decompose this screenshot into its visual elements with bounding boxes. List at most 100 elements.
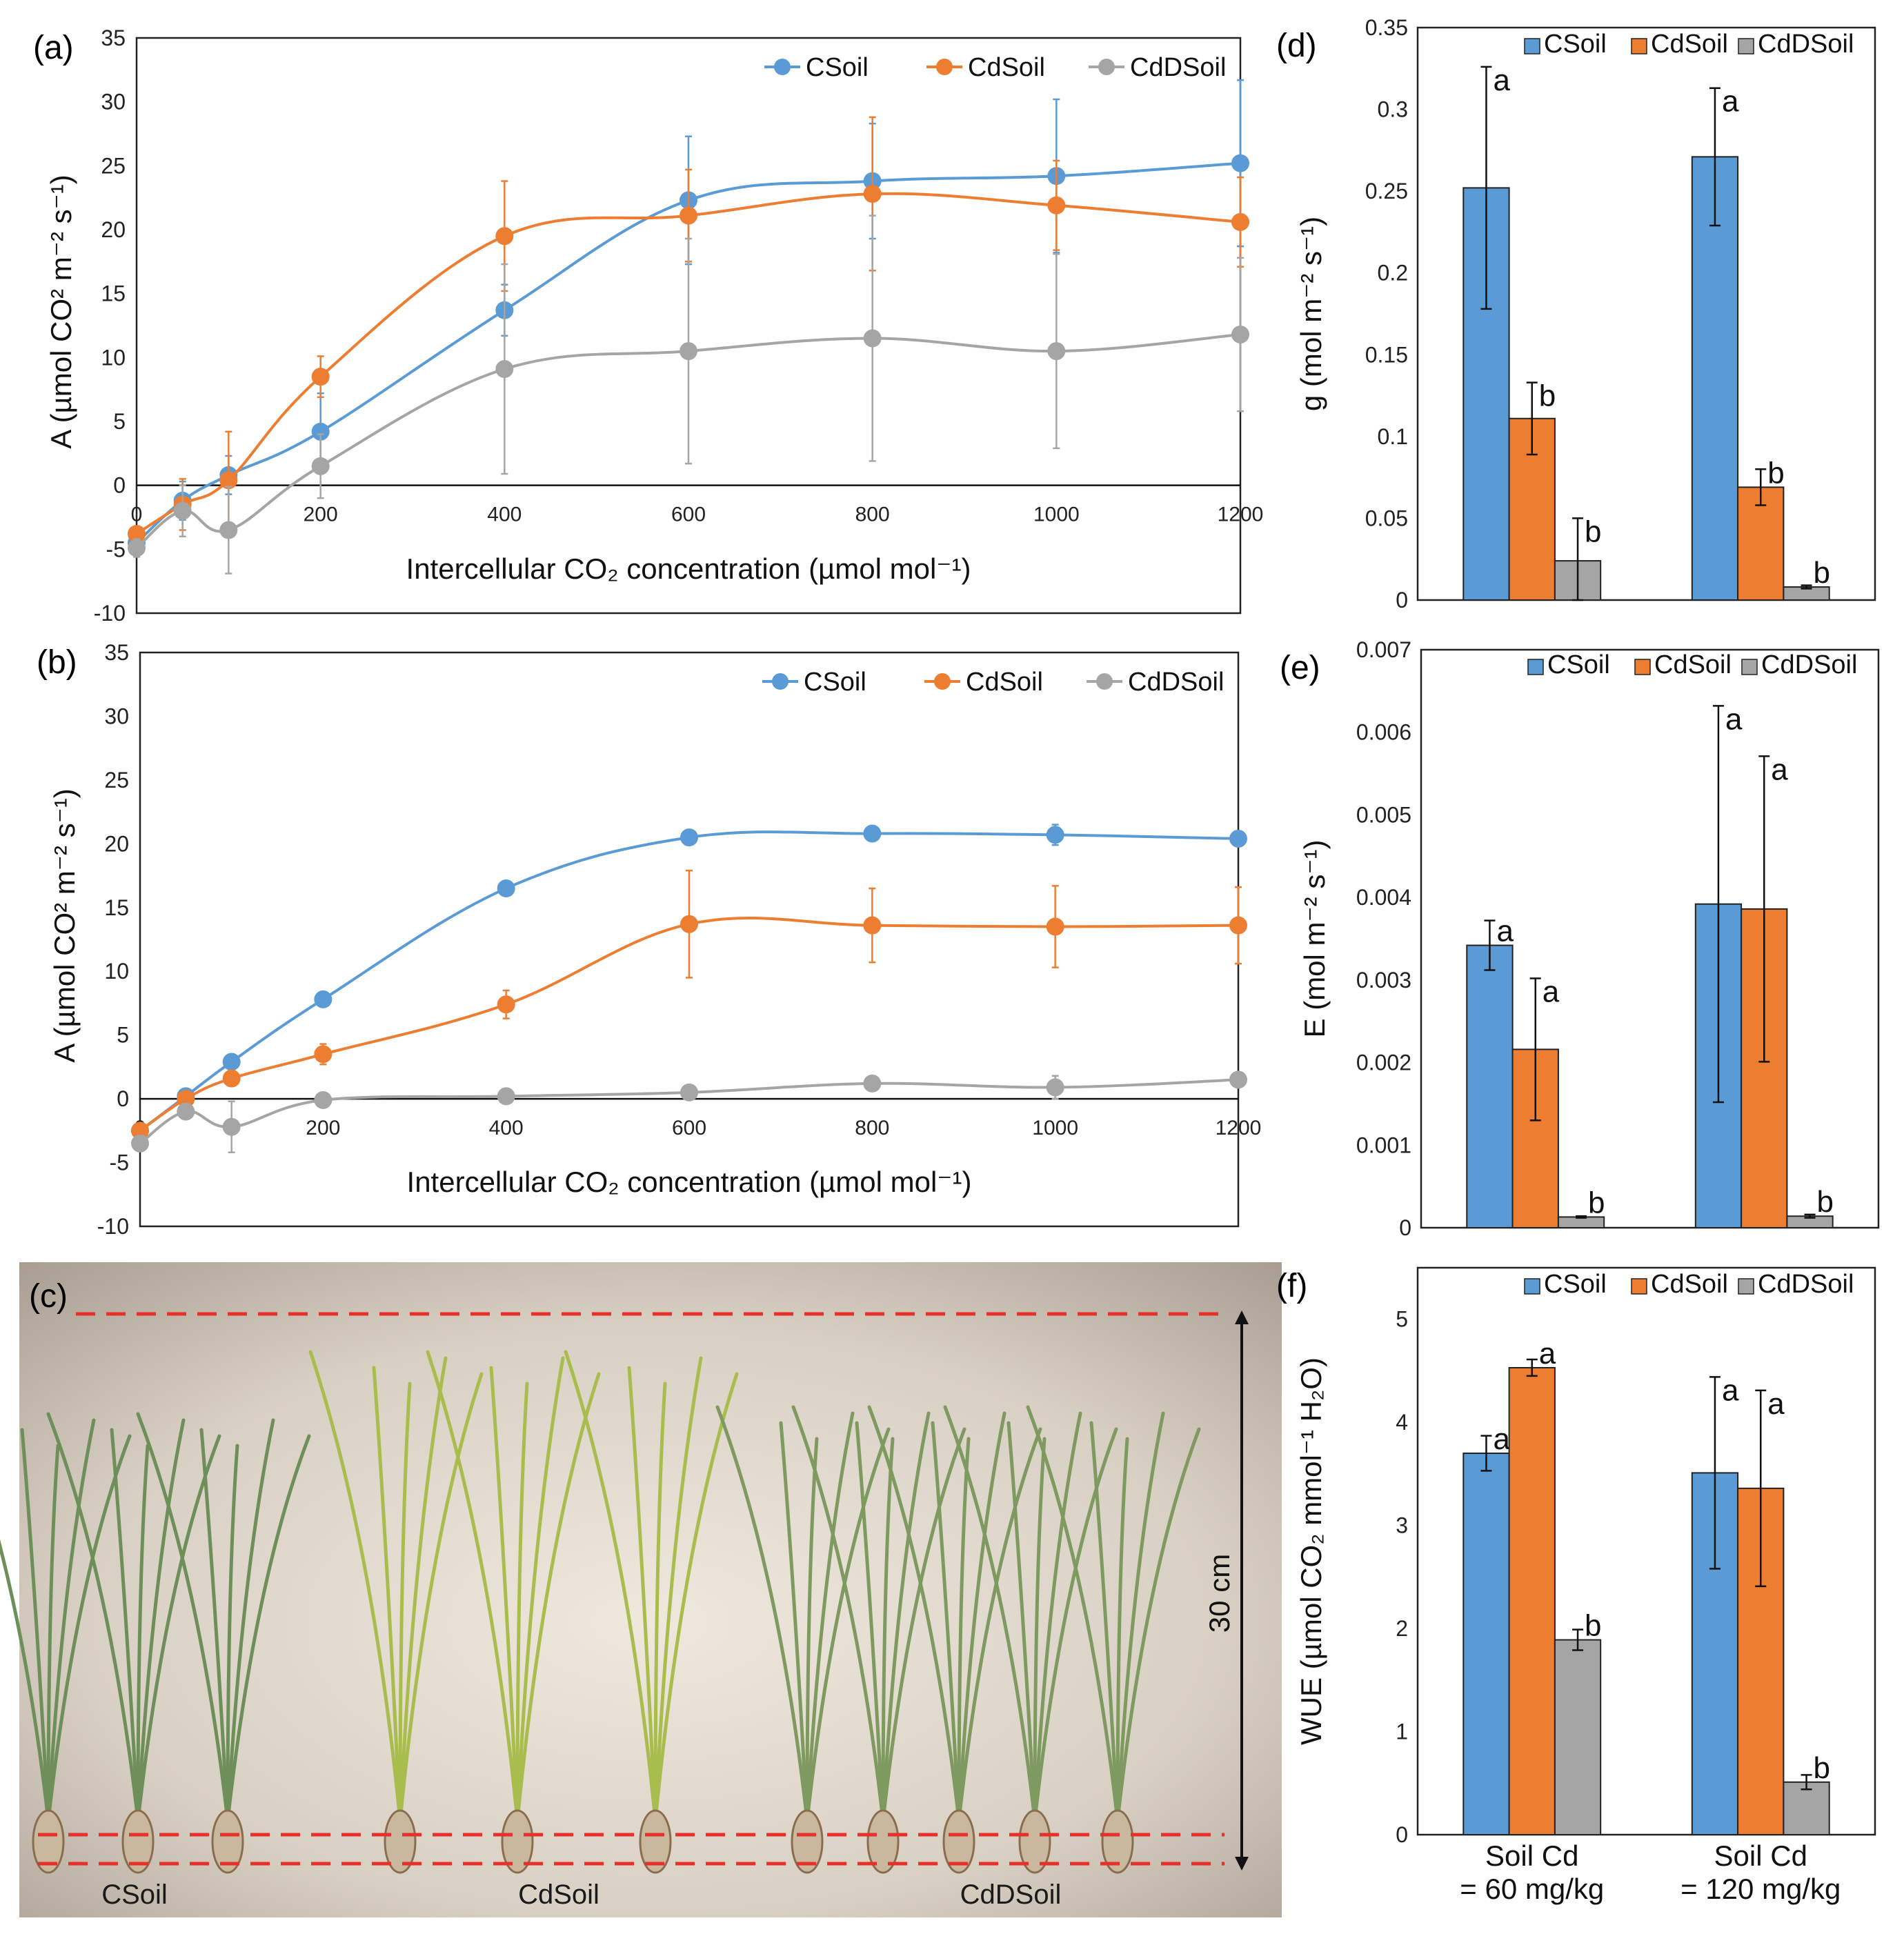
scale-label: 30 cm [1203, 1554, 1236, 1633]
y-tick-label: 15 [104, 895, 129, 920]
y-tick-label: 3 [1396, 1513, 1408, 1538]
photo-group-label-cdsoil: CdSoil [518, 1880, 599, 1910]
y-tick-label: 30 [104, 704, 129, 728]
data-point [314, 1045, 332, 1063]
data-point [1047, 918, 1064, 936]
legend-label-cdsoil: CdSoil [1651, 1270, 1728, 1299]
significance-letter: b [1814, 556, 1830, 590]
significance-letter: a [1767, 1387, 1785, 1421]
legend-label-csoil: CSoil [806, 53, 869, 82]
data-point [497, 879, 515, 897]
y-axis-label: A (µmol CO² m⁻² s⁻¹) [45, 175, 77, 449]
significance-letter: a [1771, 752, 1788, 786]
data-point [680, 1084, 698, 1101]
y-axis-label: g (mol m⁻² s⁻¹) [1295, 217, 1327, 411]
figure-canvas: 30 cm CSoil CdSoil CdDSoil (c) -10-50510… [0, 0, 1904, 1934]
legend-label-cdsoil: CdSoil [966, 668, 1043, 697]
category-label: = 60 mg/kg [1460, 1873, 1604, 1905]
y-tick-label: 25 [101, 153, 126, 178]
category-label: Soil Cd [1485, 1840, 1578, 1872]
data-point [680, 915, 698, 933]
legend-label-cddsoil: CdDSoil [1128, 668, 1224, 697]
y-tick-label: -10 [94, 601, 126, 626]
legend-swatch-csoil [1528, 659, 1543, 675]
bar-chart-e: 00.0010.0020.0030.0040.0050.0060.007E (m… [1280, 637, 1878, 1240]
y-tick-label: 10 [104, 959, 129, 984]
legend-swatch-cdsoil [1632, 39, 1647, 54]
x-tick-label: 800 [855, 504, 890, 526]
legend-marker-cddsoil [1098, 59, 1115, 75]
significance-letter: a [1493, 1422, 1510, 1456]
bar-cdsoil [1509, 1368, 1555, 1835]
legend-swatch-cdsoil [1632, 1279, 1647, 1294]
legend-swatch-cddsoil [1738, 39, 1754, 54]
y-tick-label: 20 [104, 831, 129, 856]
y-tick-label: 0 [1396, 1822, 1408, 1847]
legend-swatch-cddsoil [1738, 1279, 1754, 1294]
significance-letter: b [1817, 1185, 1834, 1219]
y-tick-label: 0 [1399, 1215, 1411, 1240]
legend-swatch-cdsoil [1635, 659, 1650, 675]
legend-label-cddsoil: CdDSoil [1130, 53, 1226, 82]
data-point [680, 828, 698, 846]
x-tick-label: 1000 [1032, 1117, 1078, 1139]
legend-label-cddsoil: CdDSoil [1758, 1270, 1854, 1299]
significance-letter: b [1585, 1609, 1601, 1643]
y-tick-label: 0 [1396, 588, 1408, 612]
x-tick-label: 800 [855, 1117, 889, 1139]
data-point [863, 917, 881, 935]
y-tick-label: 20 [101, 217, 126, 242]
category-label: = 120 mg/kg [1680, 1873, 1841, 1905]
y-tick-label: -10 [97, 1214, 129, 1239]
data-point [1231, 326, 1249, 343]
y-tick-label: 5 [1396, 1307, 1408, 1332]
y-tick-label: 0.004 [1356, 885, 1411, 910]
legend-marker-csoil [772, 673, 789, 690]
y-tick-label: 0.006 [1356, 720, 1411, 745]
panel-label: (f) [1276, 1268, 1307, 1304]
data-point [863, 1075, 881, 1093]
y-tick-label: 0.007 [1356, 637, 1411, 662]
y-tick-label: 25 [104, 768, 129, 792]
legend-marker-cdsoil [936, 59, 953, 75]
y-tick-label: 0.001 [1356, 1133, 1411, 1157]
legend-swatch-csoil [1525, 1279, 1540, 1294]
y-tick-label: 0.002 [1356, 1050, 1411, 1075]
significance-letter: b [1814, 1751, 1830, 1785]
data-point [128, 539, 146, 557]
data-point [1047, 1078, 1064, 1096]
y-tick-label: 0.3 [1378, 97, 1408, 122]
legend-label-csoil: CSoil [1544, 1270, 1607, 1299]
legend-label-cddsoil: CdDSoil [1761, 650, 1857, 679]
y-tick-label: 0.1 [1378, 424, 1408, 449]
significance-letter: b [1588, 1186, 1605, 1219]
legend-label-csoil: CSoil [1547, 650, 1610, 679]
x-axis-label: Intercellular CO₂ concentration (µmol mo… [407, 1166, 972, 1198]
line-chart-b: -10-505101520253035020040060080010001200… [37, 640, 1261, 1239]
legend-label-csoil: CSoil [1544, 30, 1607, 59]
y-tick-label: 5 [117, 1023, 129, 1048]
data-point [680, 342, 697, 360]
x-tick-label: 600 [672, 1117, 706, 1139]
y-tick-label: 2 [1396, 1616, 1408, 1641]
significance-letter: a [1722, 1373, 1739, 1407]
y-tick-label: 0.35 [1365, 15, 1408, 40]
legend-label-cdsoil: CdSoil [968, 53, 1045, 82]
y-tick-label: -5 [106, 537, 126, 561]
bar-chart-d: 00.050.10.150.20.250.30.35g (mol m⁻² s⁻¹… [1276, 15, 1875, 612]
y-tick-label: 4 [1396, 1410, 1408, 1435]
data-point [223, 1053, 241, 1070]
y-tick-label: 0.2 [1378, 261, 1408, 286]
line-chart-a: -10-505101520253035020040060080010001200… [33, 26, 1263, 626]
y-axis-label: A (µmol CO² m⁻² s⁻¹) [48, 788, 81, 1063]
y-tick-label: 0.25 [1365, 179, 1408, 203]
data-point [497, 995, 515, 1013]
x-axis-label: Intercellular CO₂ concentration (µmol mo… [406, 552, 971, 585]
data-point [223, 1118, 241, 1136]
data-point [314, 1091, 332, 1109]
data-point [177, 1103, 195, 1121]
y-tick-label: 35 [104, 640, 129, 665]
y-tick-label: 1 [1396, 1719, 1408, 1744]
y-tick-label: 0 [117, 1086, 129, 1111]
data-point [1229, 917, 1247, 935]
